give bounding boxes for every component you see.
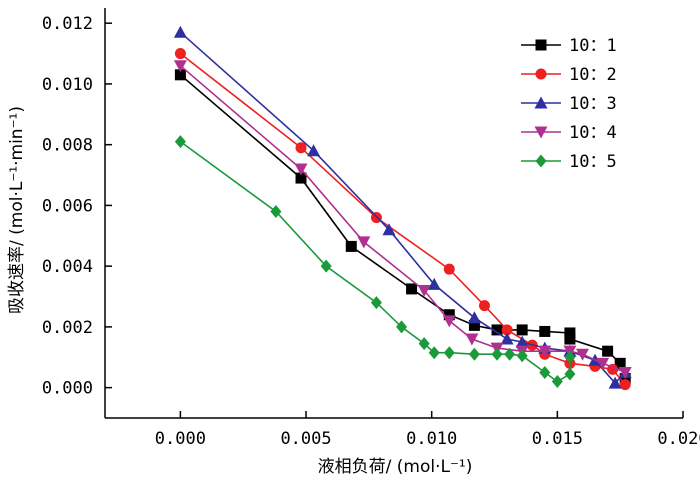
x-tick-label: 0.020: [657, 429, 700, 449]
data-point: [468, 319, 480, 331]
data-point: [174, 48, 186, 60]
series-line: [179, 74, 626, 379]
data-point: [491, 347, 503, 361]
y-tick-label: 0.012: [42, 14, 93, 34]
axes: 0.000 0.002 0.004 0.006 0.008 0.010 0.012 0.000…: [42, 8, 700, 449]
data-point: [619, 379, 631, 391]
data-point: [428, 346, 440, 360]
legend-label: 10：2: [569, 65, 617, 85]
data-point: [564, 350, 576, 364]
data-point: [478, 300, 490, 312]
data-point: [516, 324, 528, 336]
y-tick-label: 0.002: [42, 318, 93, 338]
legend-label: 10：5: [569, 152, 617, 172]
data-point: [345, 240, 357, 252]
data-point: [515, 335, 529, 348]
data-point: [602, 345, 614, 357]
series-1: [174, 69, 631, 385]
data-point: [465, 333, 479, 346]
data-point: [564, 367, 576, 381]
data-point: [516, 349, 528, 363]
data-point: [614, 357, 626, 369]
data-point: [173, 60, 187, 73]
data-point: [406, 283, 418, 295]
data-point: [596, 357, 610, 370]
x-tick-label: 0.005: [280, 429, 331, 449]
data-point: [618, 366, 632, 379]
data-point: [320, 259, 332, 273]
legend-label: 10：1: [569, 36, 617, 56]
y-tick-label: 0.010: [42, 75, 93, 95]
data-point: [564, 333, 576, 345]
x-tick-label: 0.015: [532, 429, 583, 449]
legend-marker: [535, 39, 547, 51]
data-point: [443, 263, 455, 275]
x-tick-label: 0.000: [155, 429, 206, 449]
data-point: [468, 347, 480, 361]
legend: 10：1 10：2 10：3 10：4 10：5: [521, 36, 617, 172]
legend-label: 10：3: [569, 94, 617, 114]
legend-marker: [535, 154, 547, 168]
data-point: [418, 337, 430, 351]
series-3: [173, 25, 632, 389]
y-tick-label: 0.004: [42, 257, 93, 277]
data-point: [500, 332, 514, 345]
data-point: [357, 236, 371, 249]
data-point: [307, 144, 321, 157]
data-point: [539, 365, 551, 379]
data-point: [538, 345, 552, 358]
series-5: [174, 135, 576, 389]
data-point: [382, 223, 396, 236]
data-point: [443, 346, 455, 360]
legend-item-4: 10：4: [521, 123, 617, 143]
data-point: [467, 311, 481, 324]
legend-marker: [534, 96, 548, 109]
data-point: [173, 25, 187, 38]
data-point: [564, 327, 576, 339]
series-line: [179, 140, 571, 383]
data-point: [575, 348, 589, 361]
data-point: [295, 172, 307, 184]
data-point: [270, 204, 282, 218]
y-tick-label: 0.006: [42, 196, 93, 216]
legend-marker: [534, 126, 548, 139]
data-point: [427, 277, 441, 290]
legend-item-3: 10：3: [521, 94, 617, 114]
series-2: [174, 48, 631, 391]
data-point: [396, 320, 408, 334]
data-point: [295, 142, 307, 154]
legend-item-5: 10：5: [521, 152, 617, 172]
legend-item-2: 10：2: [521, 65, 617, 85]
x-tick-label: 0.010: [406, 429, 457, 449]
data-point: [608, 376, 622, 389]
data-point: [370, 296, 382, 310]
data-point: [501, 324, 513, 336]
data-point: [491, 324, 503, 336]
data-point: [442, 315, 456, 328]
data-point: [551, 375, 563, 389]
data-point: [174, 135, 186, 149]
y-axis-label: 吸收速率/ (mol·L⁻¹·min⁻¹): [7, 106, 27, 314]
y-tick-label: 0.008: [42, 136, 93, 156]
data-point: [504, 347, 516, 361]
legend-label: 10：4: [569, 123, 617, 143]
y-tick-label: 0.000: [42, 379, 93, 399]
x-axis-label: 液相负荷/ (mol·L⁻¹): [318, 457, 473, 477]
data-point: [174, 69, 186, 81]
legend-item-1: 10：1: [521, 36, 617, 56]
data-point: [443, 309, 455, 321]
data-point: [539, 325, 551, 337]
data-point: [294, 163, 308, 176]
data-point: [417, 284, 431, 297]
series-layer: [173, 25, 632, 391]
legend-marker: [535, 68, 547, 80]
